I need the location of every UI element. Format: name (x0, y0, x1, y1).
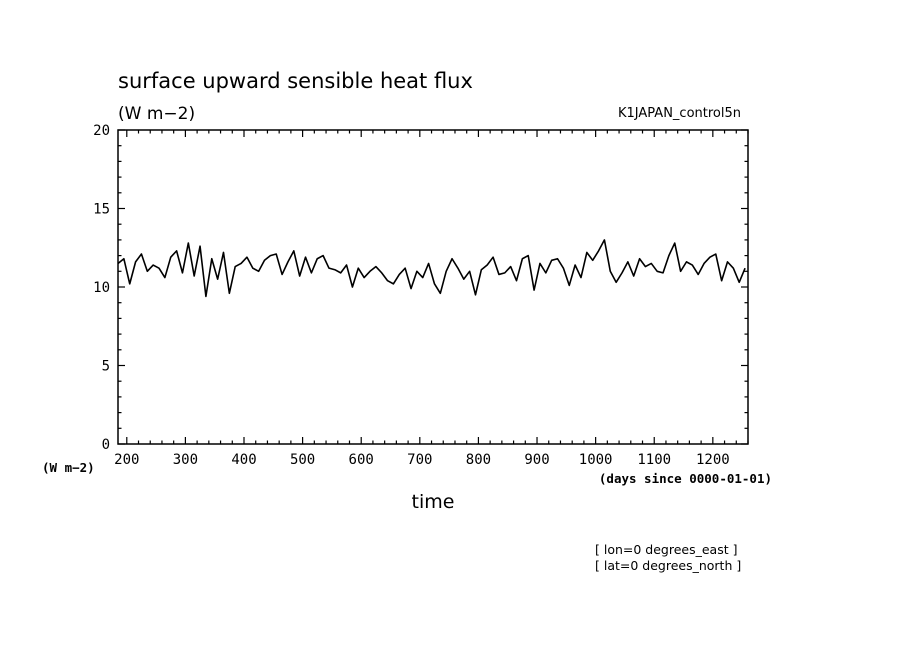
x-tick-label: 1200 (696, 452, 730, 468)
series-line (117, 239, 746, 298)
x-tick-label: 1000 (579, 452, 613, 468)
x-tick-label: 900 (524, 452, 549, 468)
y-tick-label: 10 (93, 280, 110, 296)
x-axis-label: time (412, 491, 455, 513)
x-tick-label: 800 (466, 452, 491, 468)
x-tick-label: 600 (349, 452, 374, 468)
run-name-label: K1JAPAN_control5n (618, 106, 741, 121)
x-tick-label: 200 (114, 452, 139, 468)
axis-ticks (118, 129, 749, 445)
footnote-lon: [ lon=0 degrees_east ] (595, 542, 737, 557)
y-tick-label: 5 (102, 359, 110, 375)
x-tick-label: 500 (290, 452, 315, 468)
y-tick-label: 0 (102, 437, 110, 453)
x-tick-label: 300 (173, 452, 198, 468)
y-tick-label: 20 (93, 123, 110, 139)
units-label: (W m−2) (118, 104, 195, 124)
plot-frame (117, 129, 749, 445)
x-tick-label: 400 (231, 452, 256, 468)
chart-title: surface upward sensible heat flux (118, 69, 473, 93)
x-tick-label: 1100 (637, 452, 671, 468)
tick-labels: 0 5 10 15 20 200 300 400 500 600 700 800 900 1000 1100… (93, 123, 730, 468)
x-tick-label: 700 (407, 452, 432, 468)
y-tick-label: 15 (93, 202, 110, 218)
y-units-label: (W m−2) (42, 460, 95, 475)
x-units-label: (days since 0000-01-01) (599, 471, 772, 486)
footnote-lat: [ lat=0 degrees_north ] (595, 558, 741, 573)
